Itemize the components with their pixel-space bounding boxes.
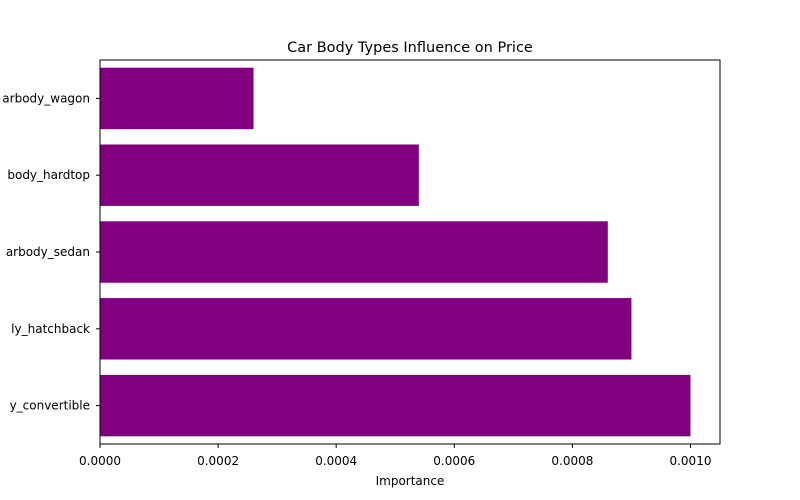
bar-carbody-sedan: [100, 221, 608, 283]
y-tick-label: arbody_wagon: [2, 91, 90, 105]
x-tick-label: 0.0000: [79, 454, 121, 468]
y-tick-label: ly_hatchback: [11, 322, 90, 336]
x-tick-label: 0.0010: [669, 454, 711, 468]
bar-carbody-hardtop: [100, 144, 419, 206]
x-tick-label: 0.0002: [197, 454, 239, 468]
y-tick-label: y_convertible: [10, 399, 90, 413]
x-tick-label: 0.0008: [551, 454, 593, 468]
y-tick-label: body_hardtop: [7, 168, 90, 182]
bars-group: [100, 67, 691, 437]
x-axis-ticks: 0.0000 0.0002 0.0004 0.0006 0.0008 0.0010: [79, 444, 711, 468]
x-tick-label: 0.0004: [315, 454, 357, 468]
bar-carbody-wagon: [100, 67, 254, 130]
y-axis-ticks: y_convertible ly_hatchback arbody_sedan bod…: [2, 91, 100, 413]
chart-title: Car Body Types Influence on Price: [287, 40, 533, 56]
x-axis-label: Importance: [376, 474, 445, 488]
bar-carbody-convertible: [100, 374, 691, 437]
plot-frame: [99, 59, 721, 445]
y-tick-label: arbody_sedan: [6, 245, 90, 259]
x-tick-label: 0.0006: [433, 454, 475, 468]
bar-carbody-hatchback: [100, 298, 632, 360]
